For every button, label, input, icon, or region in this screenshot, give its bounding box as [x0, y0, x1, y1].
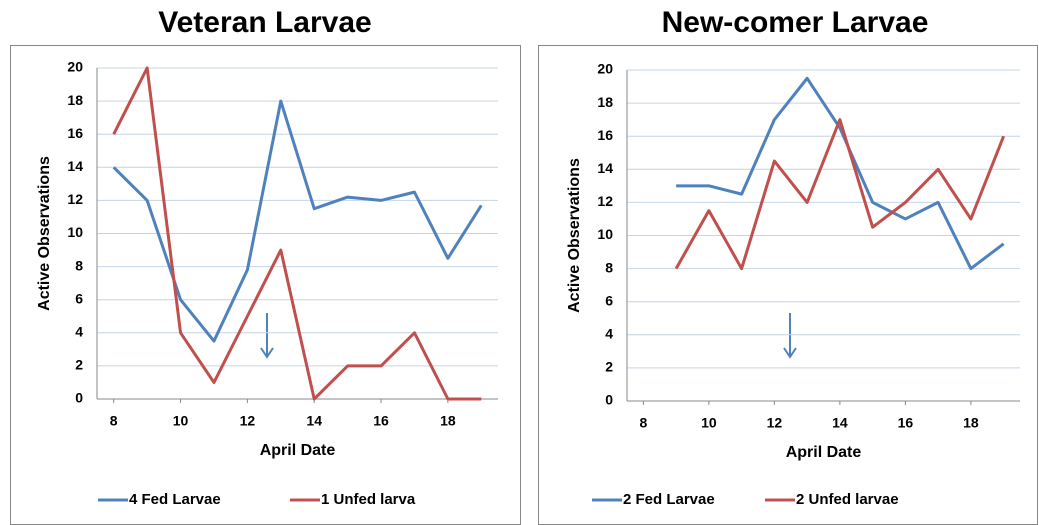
series-line — [674, 118, 1006, 271]
x-tick-label: 8 — [110, 413, 118, 429]
x-tick-label: 14 — [832, 415, 848, 431]
chart-title: New-comer Larvae — [662, 6, 929, 39]
x-tick-label: 14 — [306, 413, 322, 429]
y-tick-label: 20 — [597, 61, 613, 77]
x-tick-label: 18 — [963, 415, 979, 431]
y-tick-label: 16 — [597, 127, 613, 143]
y-tick-label: 2 — [75, 357, 83, 373]
x-tick-label: 18 — [440, 413, 456, 429]
legend-label: 4 Fed Larvae — [129, 491, 221, 508]
x-tick-label: 10 — [173, 413, 189, 429]
y-tick-label: 10 — [67, 224, 83, 240]
y-tick-label: 4 — [75, 324, 83, 340]
y-tick-label: 18 — [67, 92, 83, 108]
x-tick-label: 16 — [898, 415, 914, 431]
series-line — [112, 99, 483, 343]
y-tick-label: 8 — [75, 257, 83, 273]
y-tick-label: 6 — [605, 292, 613, 308]
y-tick-label: 16 — [67, 125, 83, 141]
y-tick-label: 14 — [67, 158, 83, 174]
y-axis-label: Active Observations — [566, 158, 583, 313]
chart-title: Veteran Larvae — [158, 6, 371, 39]
series-line — [676, 76, 1005, 271]
x-tick-label: 12 — [240, 413, 256, 429]
y-tick-label: 10 — [597, 226, 613, 242]
x-axis-label: April Date — [260, 442, 336, 459]
x-tick-label: 12 — [767, 415, 783, 431]
y-tick-label: 20 — [67, 59, 83, 75]
y-tick-label: 0 — [605, 392, 613, 408]
y-tick-label: 12 — [597, 193, 613, 209]
y-tick-label: 6 — [75, 290, 83, 306]
x-tick-label: 16 — [373, 413, 389, 429]
legend-label: 1 Unfed larva — [321, 491, 416, 508]
y-tick-label: 8 — [605, 259, 613, 275]
x-tick-label: 10 — [701, 415, 717, 431]
legend-label: 2 Unfed larvae — [796, 491, 899, 508]
legend-label: 2 Fed Larvae — [623, 491, 715, 508]
y-tick-label: 14 — [597, 160, 613, 176]
y-axis-label: Active Observations — [36, 156, 53, 311]
y-tick-label: 2 — [605, 359, 613, 375]
x-tick-label: 8 — [639, 415, 647, 431]
y-tick-label: 4 — [605, 326, 613, 342]
y-tick-label: 18 — [597, 94, 613, 110]
arrow — [260, 313, 274, 359]
y-tick-label: 12 — [67, 191, 83, 207]
series-line — [112, 66, 482, 401]
y-tick-label: 0 — [75, 390, 83, 406]
x-axis-label: April Date — [786, 444, 862, 461]
